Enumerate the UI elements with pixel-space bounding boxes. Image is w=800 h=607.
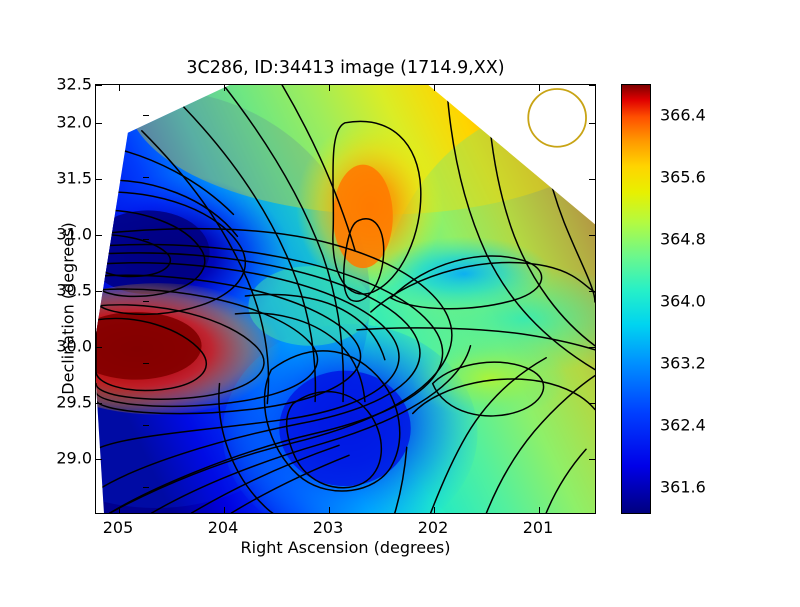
colorbar-tick-mark [143,301,149,303]
y-tick-label: 30.0 [56,336,92,356]
y-tick-label: 30.5 [56,280,92,300]
y-tick-label: 31.0 [56,224,92,244]
x-tick-mark [434,507,436,513]
colorbar-tick-label: 362.4 [660,415,706,435]
page-title: 3C286, ID:34413 image (1714.9,XX) [186,58,505,78]
y-tick-mark [589,403,595,405]
y-tick-mark [96,85,102,87]
x-tick-label: 205 [102,518,134,537]
y-tick-label: 29.0 [56,448,92,468]
y-tick-mark [589,85,595,87]
y-axis-label: Declination (degrees) [58,222,78,395]
x-tick-label: 203 [312,518,344,537]
contour-plot-axes[interactable] [95,84,596,514]
colorbar-tick-label: 364.0 [660,291,706,311]
colorbar-tick-label: 364.8 [660,229,706,249]
beam-size-circle [527,88,587,148]
y-tick-mark [589,123,595,125]
x-tick-label: 204 [207,518,239,537]
x-axis-label: Right Ascension (degrees) [240,538,451,557]
colorbar[interactable] [621,84,651,514]
colorbar-tick-mark [143,177,149,179]
y-tick-label: 32.0 [56,112,92,132]
colorbar-tick-label: 365.6 [660,167,706,187]
y-tick-mark [589,179,595,181]
x-tick-mark [434,85,436,91]
colorbar-tick-label: 361.6 [660,477,706,497]
y-tick-mark [96,123,102,125]
colorbar-tick-label: 363.2 [660,353,706,373]
y-tick-mark [96,403,102,405]
x-tick-mark [329,85,331,91]
x-tick-mark [224,507,226,513]
colorbar-tick-mark [143,487,149,489]
x-tick-mark [119,507,121,513]
y-tick-label: 32.5 [56,74,92,94]
x-tick-mark [224,85,226,91]
y-tick-mark [589,347,595,349]
y-tick-label: 31.5 [56,168,92,188]
sky-map-image [96,85,595,513]
x-tick-mark [539,507,541,513]
y-tick-mark [96,291,102,293]
y-tick-mark [589,235,595,237]
x-tick-mark [329,507,331,513]
y-tick-mark [589,291,595,293]
x-tick-mark [539,85,541,91]
y-tick-mark [96,179,102,181]
x-tick-label: 202 [417,518,449,537]
y-tick-mark [96,235,102,237]
y-tick-mark [96,459,102,461]
y-tick-label: 29.5 [56,392,92,412]
x-tick-mark [119,85,121,91]
colorbar-tick-mark [143,363,149,365]
y-tick-mark [96,347,102,349]
colorbar-tick-mark [143,425,149,427]
x-tick-label: 201 [522,518,554,537]
colorbar-gradient [622,85,650,513]
colorbar-label-wrapper: Power in Kelvin [594,170,800,190]
colorbar-tick-label: 366.4 [660,105,706,125]
y-tick-mark [589,459,595,461]
colorbar-tick-mark [143,239,149,241]
colorbar-tick-mark [143,115,149,117]
